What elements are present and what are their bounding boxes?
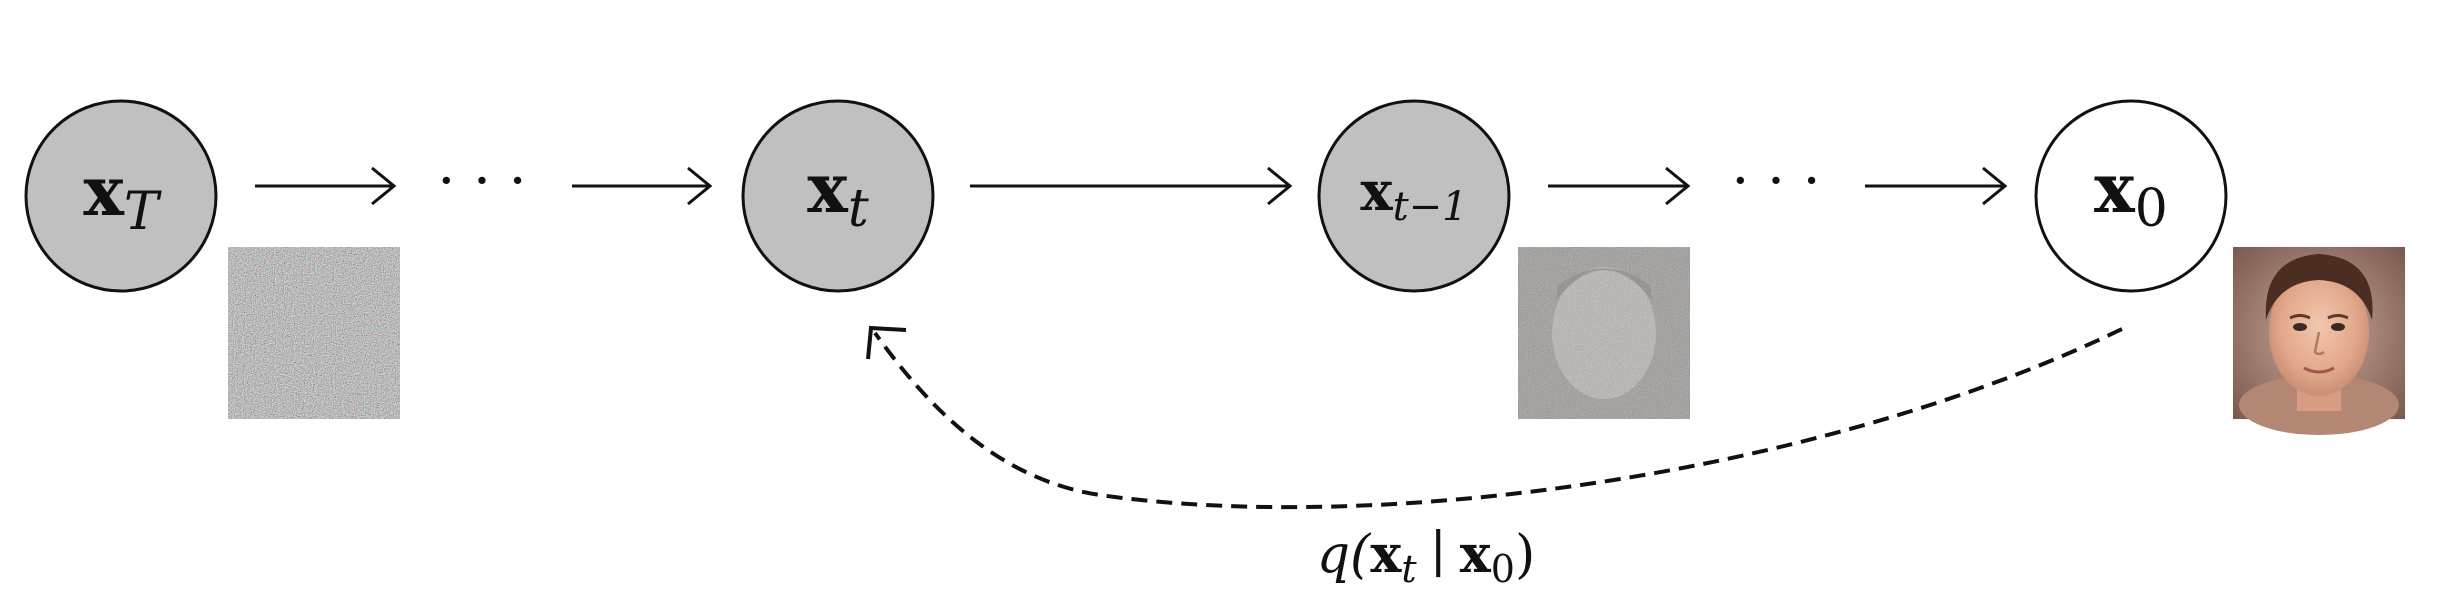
ellipsis: · · · [437,149,526,214]
node-x-T: xT [24,99,218,293]
noisy-face-image [1518,247,1690,419]
clean-face-image [2233,247,2405,435]
node-label: x [807,149,848,229]
svg-text:xt: xt [807,149,869,239]
forward-process-arrowhead [866,325,907,360]
svg-text:xT: xT [83,152,162,242]
node-label: x [1360,159,1393,223]
node-subscript: t−1 [1393,184,1468,230]
svg-text:x0: x0 [2094,149,2168,239]
node-x-t: xt [741,99,935,293]
pure-noise-image [228,247,400,419]
node-label: x [83,152,124,232]
chain-arrow [1865,166,2008,206]
node-subscript: t [848,179,869,239]
forward-process-arc [873,327,2123,510]
node-label: x [2094,149,2135,229]
node-subscript: 0 [2135,179,2168,239]
forward-process-label: q(xt ∣ x0) [1317,524,1536,591]
chain-arrow [255,166,397,206]
node-x-t-minus-1: xt−1 [1317,99,1511,293]
chain-arrow [970,166,1293,206]
svg-text:xt−1: xt−1 [1360,159,1467,230]
chain-arrow [572,166,713,206]
chain-arrow [1548,166,1691,206]
node-subscript: T [124,182,162,242]
ellipsis: · · · [1731,149,1820,214]
node-x-0: x0 [2034,99,2228,293]
